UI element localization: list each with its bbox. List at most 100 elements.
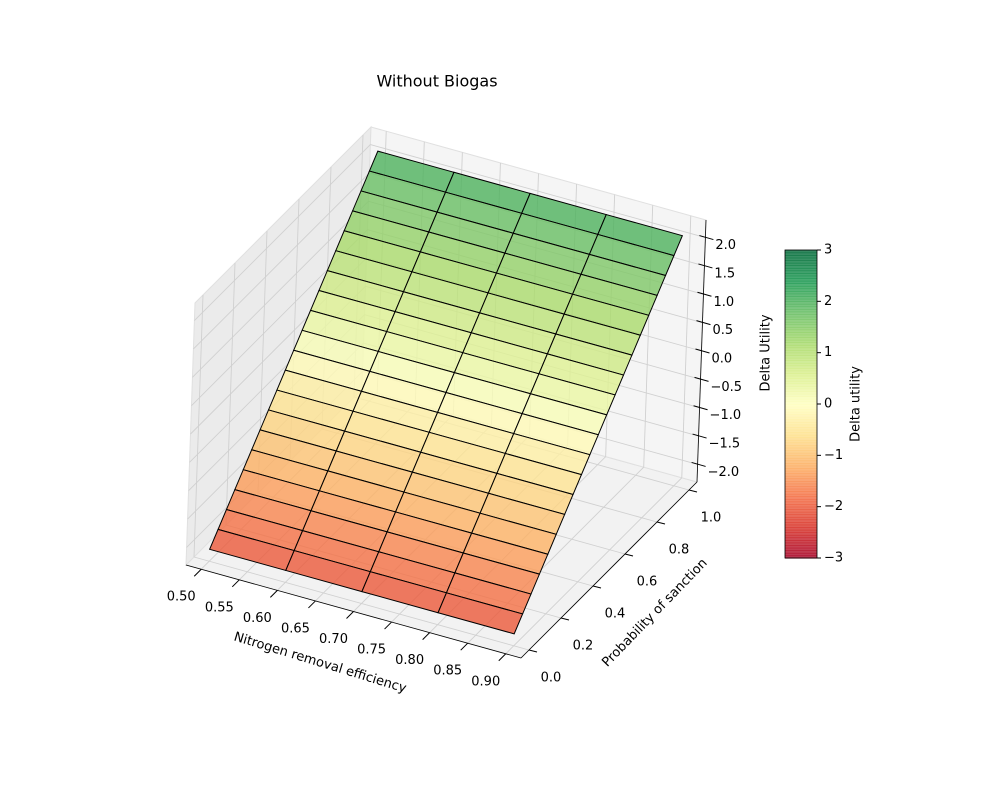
colorbar-segment <box>785 275 817 279</box>
grid-line <box>193 556 530 651</box>
z-tick-label: −2.0 <box>708 465 740 480</box>
colorbar-segment <box>785 421 817 426</box>
colorbar-segment <box>785 393 817 397</box>
y-tick-label: 0.4 <box>605 607 626 622</box>
colorbar-segment <box>785 457 817 462</box>
chart-title: Without Biogas <box>376 72 497 91</box>
tick-mark <box>695 348 710 354</box>
colorbar-segment <box>785 498 817 503</box>
colorbar-segment <box>785 373 817 377</box>
colorbar-segment <box>785 314 817 318</box>
colorbar-segment <box>785 511 817 515</box>
colorbar-segment <box>785 273 817 277</box>
colorbar-tick-label: −1 <box>824 448 843 463</box>
tick-mark <box>498 653 507 662</box>
colorbar-segment <box>785 519 817 523</box>
colorbar-segment <box>785 301 817 305</box>
colorbar-segment <box>785 288 817 292</box>
colorbar-segment <box>785 375 817 379</box>
colorbar-segment <box>785 532 817 536</box>
colorbar-segment <box>785 493 817 497</box>
colorbar-segment <box>785 522 817 526</box>
colorbar-segment <box>785 411 817 415</box>
colorbar-segment <box>785 311 817 315</box>
colorbar-segment <box>785 357 817 361</box>
z-tick-label: 0.0 <box>712 352 733 367</box>
colorbar-segment <box>785 401 817 405</box>
colorbar-segment <box>785 303 817 308</box>
tick-mark <box>691 461 706 467</box>
colorbar-segment <box>785 337 817 341</box>
colorbar-segment <box>785 324 817 328</box>
colorbar-tick-label: 0 <box>824 397 832 412</box>
colorbar-segment <box>785 439 817 444</box>
colorbar-segment <box>785 424 817 428</box>
colorbar-segment <box>785 332 817 336</box>
colorbar-segment <box>785 334 817 338</box>
colorbar-segment <box>785 344 817 349</box>
colorbar-segment <box>785 388 817 392</box>
tick-mark <box>592 585 602 589</box>
colorbar-segment <box>785 321 817 326</box>
tick-mark <box>193 568 202 577</box>
grid-line <box>193 172 370 350</box>
colorbar-segment <box>785 267 817 272</box>
colorbar-segment <box>785 529 817 533</box>
colorbar-segment <box>785 280 817 284</box>
colorbar-segment <box>785 360 817 364</box>
colorbar-segment <box>785 514 817 518</box>
colorbar-segment <box>785 468 817 472</box>
tick-mark <box>308 600 316 609</box>
colorbar-segment <box>785 445 817 449</box>
z-axis-label: Delta Utility <box>759 314 774 391</box>
z-tick-label: −0.5 <box>711 380 743 395</box>
axis-line <box>696 219 707 483</box>
colorbar-segment <box>785 285 817 290</box>
x-tick-label: 0.80 <box>395 653 424 668</box>
z-tick-label: 1.0 <box>713 295 734 310</box>
z-tick-label: 0.5 <box>712 323 733 338</box>
x-tick-label: 0.60 <box>243 611 272 626</box>
grid-line <box>192 200 369 378</box>
colorbar-segment <box>785 506 817 510</box>
colorbar-segment <box>785 342 817 346</box>
colorbar-segment <box>785 339 817 343</box>
colorbar-segment <box>785 552 817 557</box>
colorbar-segment <box>785 447 817 451</box>
tick-mark <box>384 621 392 630</box>
colorbar-segment <box>785 550 817 554</box>
tick-mark <box>656 521 666 525</box>
colorbar-segment <box>785 416 817 420</box>
colorbar-segment <box>785 252 817 256</box>
colorbar-segment <box>785 383 817 387</box>
grid-line <box>194 144 371 321</box>
y-tick-label: 0.6 <box>637 575 658 590</box>
colorbar-segment <box>785 306 817 310</box>
colorbar-segment <box>785 465 817 469</box>
colorbar-segment <box>785 409 817 413</box>
colorbar-segment <box>785 368 817 372</box>
colorbar-segment <box>785 475 817 480</box>
colorbar-segment <box>785 316 817 320</box>
colorbar-segment <box>785 365 817 369</box>
colorbar-segment <box>785 270 817 274</box>
colorbar-segment <box>785 380 817 385</box>
colorbar-segment <box>785 250 817 254</box>
colorbar-segment <box>785 355 817 359</box>
surface-face <box>437 592 524 635</box>
colorbar-segment <box>785 352 817 356</box>
colorbar-segment <box>785 265 817 269</box>
tick-mark <box>697 291 712 297</box>
colorbar-segment <box>785 350 817 354</box>
colorbar-segment <box>785 491 817 495</box>
tick-mark <box>696 320 711 326</box>
colorbar-segment <box>785 537 817 541</box>
colorbar-segment <box>785 327 817 331</box>
z-tick-label: −1.0 <box>710 408 742 423</box>
colorbar-segment <box>785 419 817 423</box>
grid-line <box>505 477 683 655</box>
colorbar-segment <box>785 396 817 400</box>
colorbar-segment <box>785 398 817 403</box>
tick-mark <box>346 611 354 619</box>
colorbar-segment <box>785 555 817 559</box>
